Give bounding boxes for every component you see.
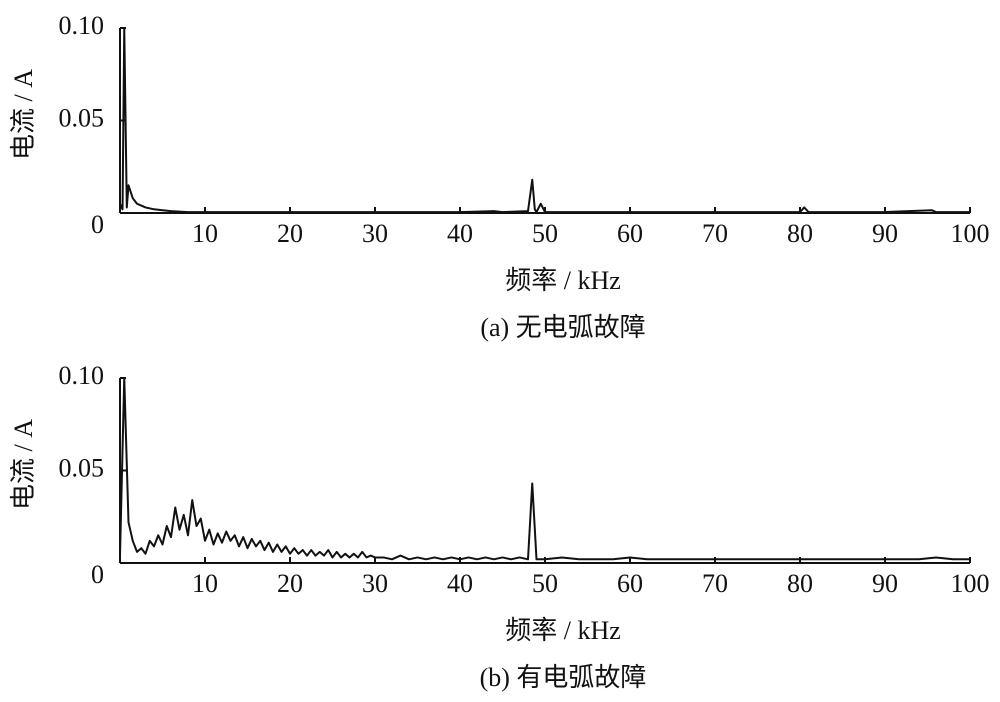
spectrum-line [119,377,970,561]
x-axis-label: 频率 / kHz [505,266,621,295]
y-tick-label: 0.05 [59,103,105,132]
x-tick-label: 60 [617,569,643,598]
caption: (a) 无电弧故障 [480,313,645,342]
x-tick-label: 20 [277,569,303,598]
x-tick-label: 50 [532,219,558,248]
x-tick-label: 80 [787,219,813,248]
x-tick-label: 30 [362,219,388,248]
y-tick-label: 0.05 [59,453,105,482]
x-tick-label: 10 [192,569,218,598]
x-tick-label: 60 [617,219,643,248]
caption: (b) 有电弧故障 [480,663,647,692]
x-axis-label: 频率 / kHz [505,616,621,645]
x-tick-label: 70 [702,219,728,248]
y-tick-label: 0 [91,560,104,589]
x-tick-label: 30 [362,569,388,598]
y-axis-label: 电流 / A [9,69,38,160]
x-tick-label: 90 [872,569,898,598]
y-axis-label: 电流 / A [9,419,38,510]
x-tick-label: 90 [872,219,898,248]
x-tick-label: 20 [277,219,303,248]
y-tick-label: 0.10 [59,11,105,40]
x-tick-label: 40 [447,219,473,248]
x-tick-label: 100 [951,219,990,248]
x-tick-label: 80 [787,569,813,598]
x-tick-label: 10 [192,219,218,248]
spectrum-line [119,27,970,214]
x-tick-label: 70 [702,569,728,598]
y-tick-label: 0.10 [59,361,105,390]
x-tick-label: 100 [951,569,990,598]
x-tick-label: 50 [532,569,558,598]
y-tick-label: 0 [91,210,104,239]
x-tick-label: 40 [447,569,473,598]
